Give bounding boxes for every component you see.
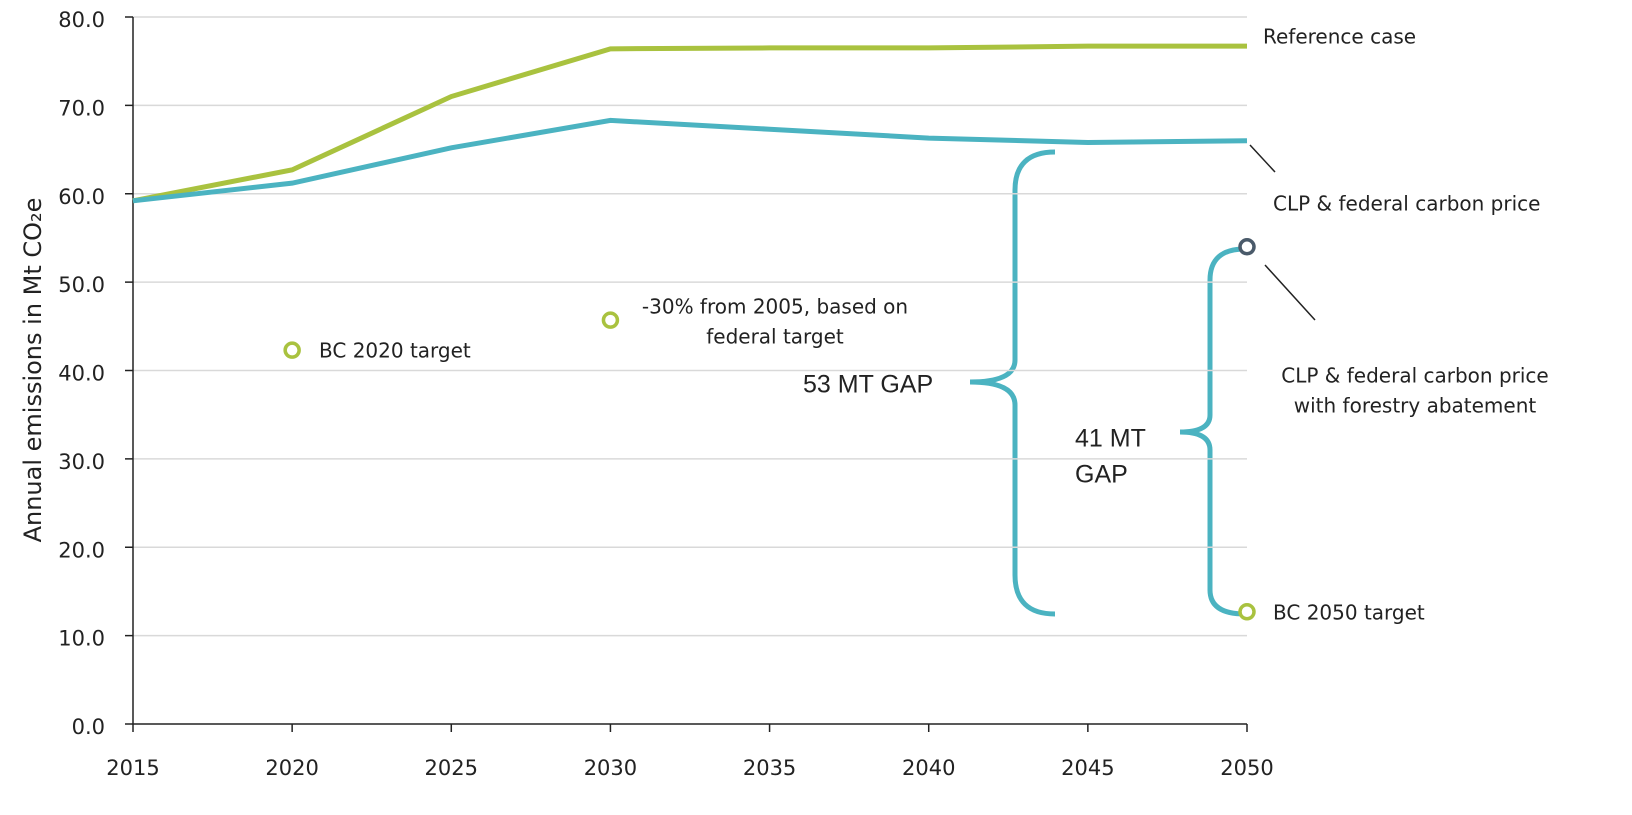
target-point	[1238, 238, 1256, 256]
point-label: with forestry abatement	[1294, 394, 1537, 418]
x-tick-label: 2050	[1220, 756, 1273, 780]
leader-line	[1249, 144, 1276, 173]
y-tick-label: 10.0	[58, 627, 105, 651]
y-axis-label: Annual emissions in Mt CO₂e	[19, 198, 47, 543]
series-line	[132, 43, 1247, 204]
gap-label: GAP	[1075, 461, 1128, 489]
x-tick-label: 2040	[902, 756, 955, 780]
x-tick-label: 2030	[584, 756, 637, 780]
gap-label: 53 MT GAP	[803, 371, 933, 399]
y-tick-label: 60.0	[58, 185, 105, 209]
y-tick-label: 80.0	[58, 8, 105, 32]
y-tick-label: 70.0	[58, 96, 105, 120]
gap-brace	[1179, 246, 1246, 617]
point-label: -30% from 2005, based on	[642, 295, 908, 319]
x-tick-label: 2020	[265, 756, 318, 780]
x-tick-label: 2015	[106, 756, 159, 780]
gap-brace	[969, 149, 1056, 617]
y-tick-label: 30.0	[58, 450, 105, 474]
point-label: BC 2050 target	[1273, 601, 1425, 625]
series-label: CLP & federal carbon price	[1273, 192, 1540, 216]
point-label: federal target	[706, 325, 844, 349]
x-tick-label: 2035	[743, 756, 796, 780]
y-tick-label: 40.0	[58, 362, 105, 386]
y-tick-label: 50.0	[58, 273, 105, 297]
series-line	[132, 117, 1248, 204]
target-point	[601, 311, 620, 329]
y-tick-label: 20.0	[58, 538, 105, 562]
leader-line	[1264, 264, 1316, 321]
x-tick-label: 2025	[425, 756, 478, 780]
x-tick-label: 2045	[1061, 756, 1114, 780]
series-label: Reference case	[1263, 25, 1416, 49]
point-label: CLP & federal carbon price	[1281, 364, 1548, 388]
target-point	[1238, 603, 1256, 621]
gap-label: 41 MT	[1075, 425, 1146, 453]
y-tick-label: 0.0	[72, 715, 105, 739]
point-label: BC 2020 target	[319, 339, 471, 363]
target-point	[283, 341, 301, 359]
